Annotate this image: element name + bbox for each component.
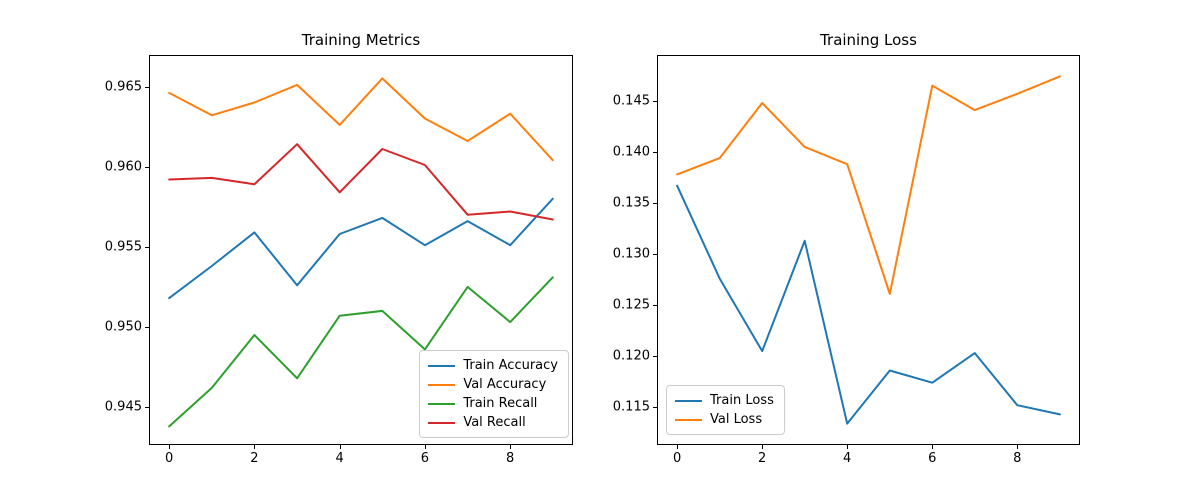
x-tick-label: 0 [165,451,174,466]
x-tick-mark [254,445,256,449]
y-tick-label: 0.130 [612,246,650,262]
x-tick-mark [424,445,426,449]
y-tick-label: 0.950 [104,319,142,335]
axes-area: Train Loss Val Loss 0.115 0.120 0.125 0.130 0… [613,55,1080,466]
y-tick-label: 0.120 [612,348,650,364]
line-series-svg [168,77,554,428]
x-tick-mark [169,445,171,449]
legend-box: Train Loss Val Loss [666,385,785,435]
legend-label: Train Loss [710,393,774,408]
x-tick-mark [762,445,764,449]
x-tick-mark [1017,445,1019,449]
y-tick-mark [653,254,657,256]
legend-item-val-accuracy: Val Accuracy [428,375,558,394]
x-tick-mark [932,445,934,449]
y-tick-label: 0.965 [104,79,142,94]
axes-area: Train Accuracy Val Accuracy Train Recall Va… [105,55,573,466]
y-tick-mark [653,100,657,102]
legend-item-train-accuracy: Train Accuracy [428,356,558,375]
x-tick-label: 2 [250,451,259,466]
y-tick-mark [145,327,149,328]
y-tick-mark [653,305,657,307]
x-tick-label: 8 [1013,451,1022,466]
line-val-loss [676,75,1061,295]
y-tick-mark [653,407,657,409]
x-tick-label: 8 [506,451,515,466]
y-tick-mark [145,407,149,409]
y-tick-label: 0.145 [612,93,650,109]
legend-label: Val Loss [710,412,763,427]
y-tick-mark [145,86,149,88]
line-val-accuracy [168,77,554,162]
y-tick-label: 0.140 [612,144,650,160]
legend-box: Train Accuracy Val Accuracy Train Recall Va… [419,350,569,438]
y-tick-label: 0.125 [612,297,650,313]
y-tick-mark [145,166,149,168]
legend-line-sample [675,399,702,402]
line-val-recall [168,143,554,221]
legend-line-sample [428,364,456,367]
x-tick-label: 0 [672,451,682,466]
legend-item-train-loss: Train Loss [675,391,774,410]
legend-item-val-loss: Val Loss [675,410,774,429]
chart-title: Training Loss [820,31,917,49]
legend-label: Val Recall [463,415,526,430]
y-tick-label: 0.945 [104,399,142,415]
legend-item-train-recall: Train Recall [428,394,558,413]
y-tick-label: 0.955 [104,239,142,255]
line-train-loss [676,184,1061,425]
y-tick-mark [653,356,657,358]
legend-line-sample [428,402,456,405]
legend-line-sample [428,421,456,424]
legend-line-sample [675,418,702,421]
line-series-svg [676,75,1061,425]
x-tick-mark [339,445,341,449]
legend-item-val-recall: Val Recall [428,413,558,432]
y-tick-mark [653,203,657,204]
legend-label: Train Recall [463,396,538,411]
y-tick-label: 0.135 [612,195,650,211]
x-tick-mark [510,445,512,449]
x-tick-label: 2 [758,451,767,466]
chart-title: Training Metrics [301,31,421,49]
y-tick-label: 0.960 [104,159,142,175]
legend-label: Val Accuracy [463,377,547,392]
y-tick-mark [145,246,149,248]
y-tick-label: 0.115 [612,399,650,415]
x-tick-label: 6 [420,451,430,466]
x-tick-mark [847,445,849,449]
x-tick-label: 4 [843,451,852,466]
line-train-accuracy [168,197,554,300]
line-train-recall [168,276,554,428]
x-tick-label: 4 [335,451,344,466]
x-tick-mark [677,445,679,449]
y-tick-mark [653,152,657,153]
x-tick-label: 6 [928,451,937,466]
legend-label: Train Accuracy [463,358,558,373]
legend-line-sample [428,383,456,386]
